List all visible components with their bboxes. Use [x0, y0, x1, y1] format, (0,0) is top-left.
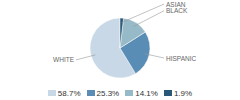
html-text:25.3%: 25.3%	[96, 88, 120, 98]
svg-text:ASIAN: ASIAN	[166, 1, 186, 8]
svg-text:BLACK: BLACK	[166, 7, 188, 14]
html-text:58.7%: 58.7%	[57, 88, 81, 98]
html-text:14.1%: 14.1%	[135, 88, 158, 98]
html-text:1.9%: 1.9%	[173, 88, 193, 98]
svg-text:WHITE: WHITE	[53, 56, 75, 63]
svg-text:HISPANIC: HISPANIC	[166, 55, 197, 62]
